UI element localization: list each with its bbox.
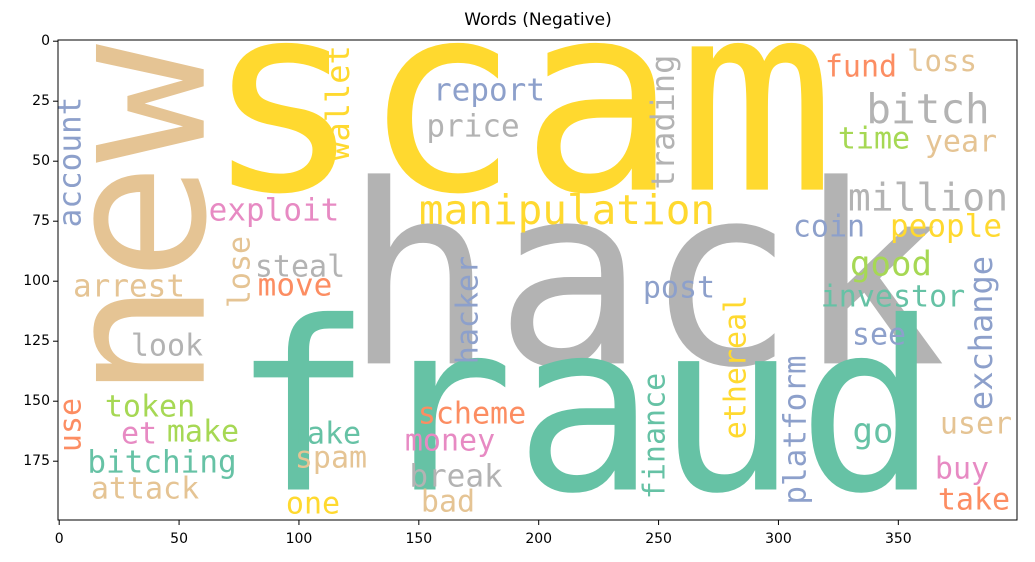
word: token — [105, 390, 195, 425]
y-tick-label: 75 — [32, 213, 50, 229]
word: money — [405, 424, 495, 459]
word: loss — [907, 44, 977, 78]
word: investor — [821, 280, 966, 315]
word: et — [121, 417, 157, 452]
word: user — [940, 407, 1012, 442]
word: make — [167, 415, 239, 450]
word: report — [433, 73, 545, 109]
word: bitch — [866, 85, 989, 133]
word: spam — [295, 441, 367, 476]
x-tick-label: 300 — [765, 531, 792, 547]
x-tick-label: 200 — [525, 531, 552, 547]
word: exchange — [962, 256, 1000, 410]
x-tick-label: 0 — [55, 531, 64, 547]
y-tick-label: 50 — [32, 153, 50, 169]
word: look — [131, 329, 203, 364]
y-tick-label: 125 — [23, 333, 50, 349]
word: platform — [778, 355, 814, 504]
word: bad — [421, 485, 475, 520]
word: scheme — [418, 397, 526, 432]
word: fraud — [231, 272, 938, 545]
word: buy — [935, 452, 989, 487]
word: wallet — [319, 45, 357, 161]
y-tick-label: 150 — [23, 393, 50, 409]
word: hacker — [451, 256, 486, 364]
x-tick-label: 250 — [645, 531, 672, 547]
word: fake — [289, 417, 361, 452]
word: lose — [223, 236, 258, 308]
word: see — [852, 318, 906, 353]
y-tick-label: 25 — [32, 93, 50, 109]
word: new — [22, 44, 251, 400]
y-tick-label: 0 — [41, 33, 50, 49]
word: finance — [638, 373, 673, 499]
word: hack — [344, 131, 946, 422]
word: break — [409, 459, 503, 495]
word: trading — [644, 55, 682, 190]
word: year — [925, 125, 997, 160]
word: exploit — [209, 193, 340, 229]
word: move — [258, 268, 333, 304]
x-tick-label: 350 — [885, 531, 912, 547]
x-tick-label: 150 — [405, 531, 432, 547]
word: coin — [793, 210, 865, 245]
word: use — [54, 398, 89, 452]
word: price — [426, 109, 519, 145]
word: million — [848, 176, 1008, 220]
word: take — [938, 483, 1010, 518]
word: bitching — [87, 445, 236, 481]
word: time — [838, 122, 910, 157]
word: attack — [91, 472, 199, 507]
word: good — [850, 245, 932, 285]
y-tick-label: 100 — [23, 273, 50, 289]
word: steal — [255, 250, 345, 285]
word: scam — [205, 0, 836, 252]
y-tick-label: 175 — [23, 453, 50, 469]
word: post — [643, 271, 715, 306]
word: people — [890, 209, 1002, 245]
word: arrest — [73, 269, 185, 305]
plot-frame — [57, 39, 1018, 521]
chart-title: Words (Negative) — [464, 10, 612, 30]
word: ethereal — [719, 295, 754, 440]
word: manipulation — [419, 186, 715, 234]
word: one — [286, 487, 340, 522]
word: fund — [825, 50, 897, 85]
x-tick-label: 50 — [170, 531, 188, 547]
word: go — [853, 412, 894, 452]
x-tick-label: 100 — [286, 531, 313, 547]
